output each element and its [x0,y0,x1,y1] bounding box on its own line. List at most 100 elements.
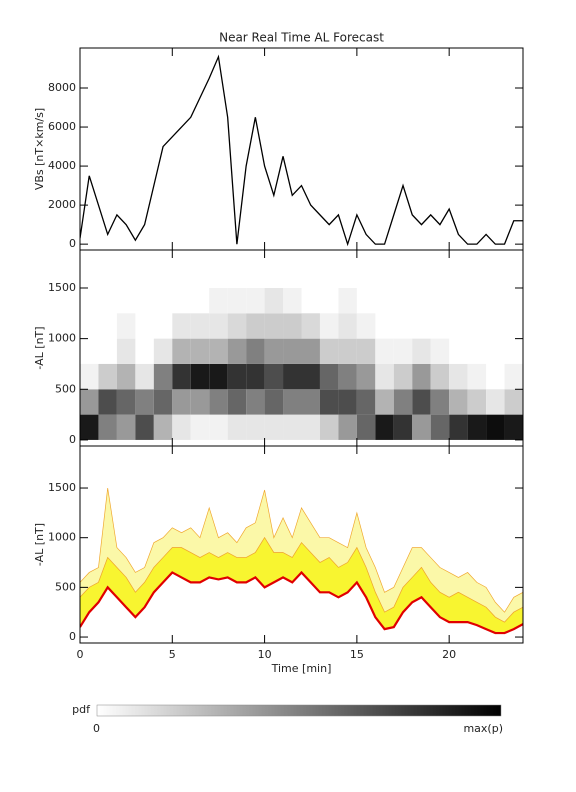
pdf-cell [227,287,247,314]
pdf-cell [283,389,302,415]
pdf-cell [393,338,413,364]
pdf-cell [227,363,247,390]
pdf-cell [430,389,450,415]
pdf-cell [264,287,284,314]
pdf-cell [375,338,394,364]
pdf-cell [135,414,154,440]
pdf-cell [319,389,339,415]
pdf-cell [116,338,136,364]
y-axis-label: VBs [nT×km/s] [33,108,46,190]
pdf-cell [227,338,247,364]
pdf-cell [301,313,320,339]
pdf-cell [356,363,376,390]
x-axis-label: Time [min] [271,662,332,675]
pdf-cell [412,389,431,415]
pdf-cell [504,414,523,440]
pdf-cell [98,363,117,390]
pdf-cell [412,363,431,390]
y-tick-label: 0 [69,433,76,446]
pdf-cell [153,414,173,440]
pdf-cell [449,389,468,415]
pdf-cell [504,363,523,390]
pdf-cell [264,313,284,339]
colorbar-max: max(p) [463,722,503,735]
pdf-cell [301,414,320,440]
pdf-cell [172,338,191,364]
pdf-cell [190,363,210,390]
pdf-cell [338,338,357,364]
y-tick-label: 6000 [48,120,76,133]
pdf-cell [449,363,468,390]
pdf-cell [283,363,302,390]
y-tick-label: 4000 [48,159,76,172]
pdf-cell [209,338,228,364]
pdf-cell [172,389,191,415]
pdf-cell [356,389,376,415]
pdf-cell [338,287,357,314]
pdf-cell [209,389,228,415]
y-tick-label: 0 [69,630,76,643]
pdf-cell [467,414,487,440]
pdf-cell [227,389,247,415]
pdf-cell [246,363,265,390]
pdf-cell [283,313,302,339]
pdf-cell [172,313,191,339]
y-axis-label: -AL [nT] [33,523,46,566]
pdf-cell [116,414,136,440]
lower-line [80,570,523,635]
pdf-cell [246,414,265,440]
x-tick-label: 5 [169,648,176,661]
pdf-cell [227,414,247,440]
pdf-cell [393,363,413,390]
pdf-cell [319,338,339,364]
pdf-cell [430,414,450,440]
pdf-cell [375,414,394,440]
pdf-cell [301,389,320,415]
pdf-cell [209,414,228,440]
x-tick-label: 0 [77,648,84,661]
pdf-cell [80,389,99,415]
pdf-cell [319,363,339,390]
pdf-cell [135,363,154,390]
pdf-cell [153,338,173,364]
pdf-cell [375,389,394,415]
pdf-cell [264,338,284,364]
pdf-cell [190,338,210,364]
pdf-cell [98,389,117,415]
chart-title: Near Real Time AL Forecast [219,31,384,45]
data-line [80,54,523,247]
pdf-cell [246,389,265,415]
x-tick-label: 15 [350,648,364,661]
pdf-cell [356,313,376,339]
y-tick-label: 1000 [48,531,76,544]
pdf-cell [190,313,210,339]
pdf-cell [264,389,284,415]
pdf-cell [116,313,136,339]
y-tick-label: 0 [69,237,76,250]
pdf-cell [504,389,523,415]
pdf-cell [80,414,99,440]
pdf-cell [338,389,357,415]
pdf-cell [338,313,357,339]
pdf-cell [190,389,210,415]
pdf-cell [338,414,357,440]
pdf-cell [283,287,302,314]
pdf-cell [172,414,191,440]
pdf-cell [209,363,228,390]
colorbar [96,704,502,717]
pdf-cell [412,414,431,440]
y-tick-label: 500 [55,580,76,593]
colorbar-label: pdf [72,703,91,716]
pdf-cell [486,414,505,440]
y-tick-label: 1500 [48,481,76,494]
pdf-cell [190,414,210,440]
pdf-cell [283,338,302,364]
pdf-cell [264,363,284,390]
pdf-cell [486,389,505,415]
pdf-cell [467,363,487,390]
y-tick-label: 8000 [48,81,76,94]
y-tick-label: 500 [55,382,76,395]
plot-area [80,487,523,635]
pdf-cell [116,363,136,390]
